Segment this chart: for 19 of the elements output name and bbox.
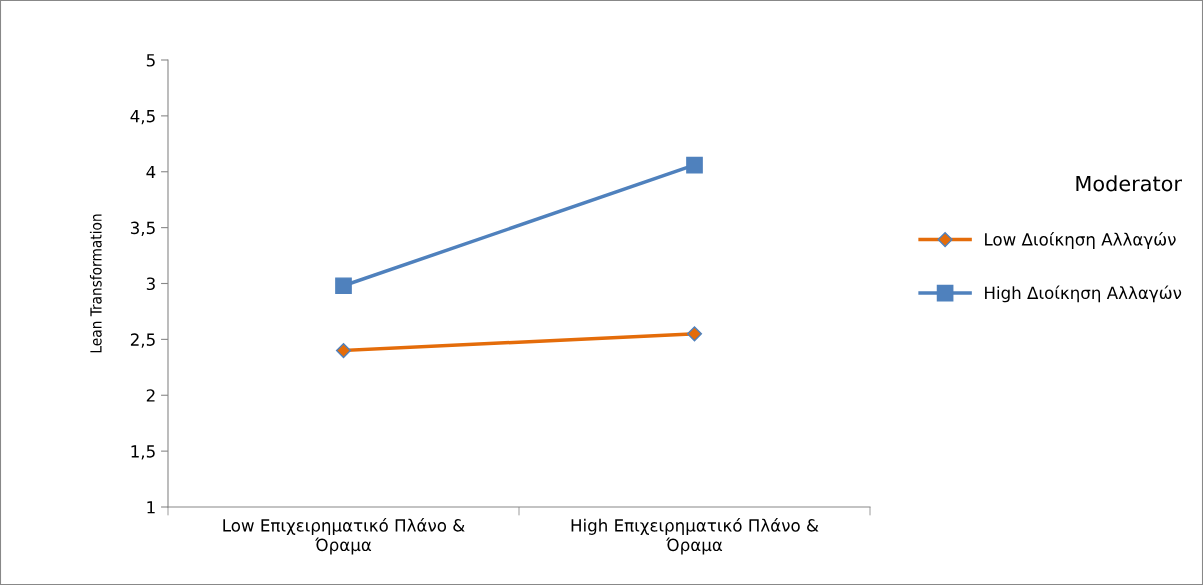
legend-label: Low Διοίκηση Αλλαγών bbox=[985, 232, 1176, 249]
y-tick-label: 3 bbox=[146, 277, 155, 291]
y-axis-title: Lean Transformation bbox=[89, 214, 102, 353]
y-tick-label: 2,5 bbox=[130, 333, 155, 348]
point bbox=[686, 156, 703, 174]
y-tick-label: 1 bbox=[147, 501, 155, 514]
x-tick-label: High Επιχειρηματικό Πλάνο & Όραμα bbox=[571, 518, 819, 555]
legend-title: Moderator bbox=[1076, 175, 1182, 192]
y-tick-label: 2 bbox=[146, 389, 155, 402]
y-tick-label: 1,5 bbox=[131, 445, 155, 460]
legend-label: High Διοίκηση Αλλαγών bbox=[985, 285, 1182, 303]
y-tick-label: 4 bbox=[146, 165, 156, 179]
point bbox=[335, 342, 352, 359]
y-tick-label: 4,5 bbox=[130, 110, 155, 125]
point bbox=[686, 326, 703, 342]
x-tick-label: Low Επιχειρηματικό Πλάνο & Όραμα bbox=[223, 518, 465, 555]
y-tick-label: 3,5 bbox=[130, 221, 155, 236]
point bbox=[335, 277, 352, 295]
y-tick-label: 5 bbox=[146, 54, 155, 67]
